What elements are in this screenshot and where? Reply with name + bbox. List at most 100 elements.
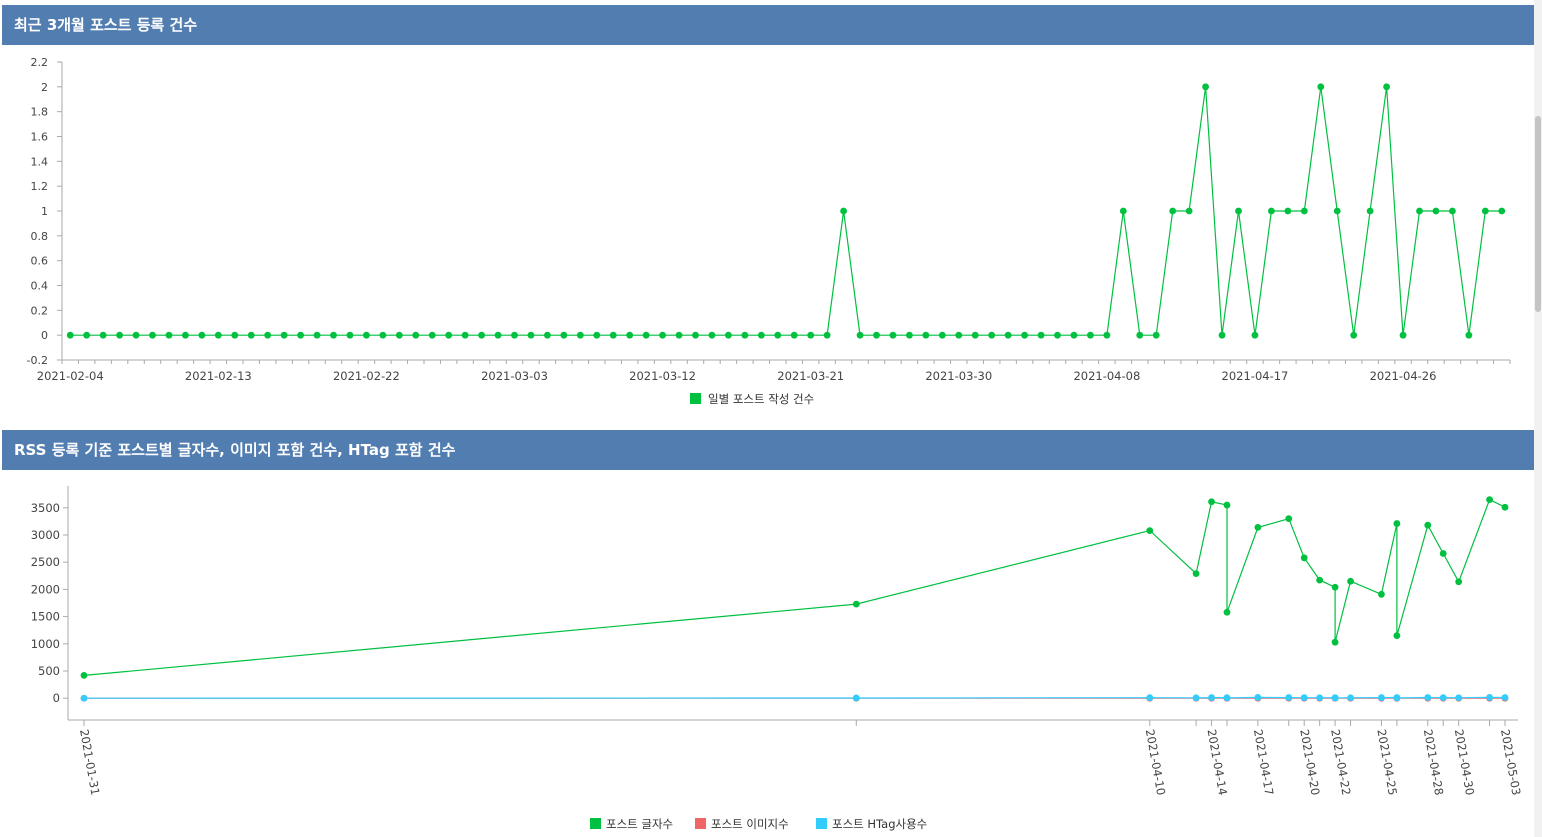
data-point	[1501, 694, 1509, 701]
y-tick-label: 500	[38, 664, 60, 678]
data-point	[1119, 207, 1127, 215]
data-point	[1378, 590, 1385, 598]
data-point	[1316, 694, 1324, 702]
x-tick-label: 2021-03-12	[629, 369, 696, 383]
data-point	[1223, 694, 1231, 702]
data-point	[1432, 207, 1440, 215]
data-point	[692, 331, 699, 339]
data-point	[1087, 331, 1094, 339]
daily-post-count-chart: -0.2 0 0.2 0.4 0.6 0.8 1 1.2 1.4 1.6 1.8 2 2.2 2021-0…	[27, 56, 1511, 406]
data-point	[626, 331, 634, 339]
data-point	[1146, 694, 1154, 702]
data-point	[231, 331, 239, 339]
legend-label-0: 포스트 글자수	[606, 817, 673, 831]
x-tick-label: 2021-03-21	[777, 369, 844, 383]
y-tick-label: 3500	[31, 501, 60, 515]
data-point	[955, 331, 963, 339]
data-point	[1378, 694, 1385, 701]
series-line-daily-posts	[70, 86, 1502, 336]
data-point	[1439, 550, 1447, 557]
x-tick-label: 2021-04-25	[1374, 728, 1399, 796]
data-point	[807, 331, 815, 339]
data-point	[1498, 207, 1506, 215]
data-point	[560, 331, 568, 339]
data-point	[99, 331, 107, 339]
data-point	[1347, 694, 1354, 702]
data-point	[478, 331, 485, 339]
x-tick-label: 2021-04-22	[1328, 728, 1353, 796]
legend-swatch-1	[695, 818, 706, 829]
data-point	[971, 331, 979, 339]
panel-2-title: RSS 등록 기준 포스트별 글자수, 이미지 포함 건수, HTag 포함 건…	[2, 430, 1534, 470]
data-point	[1202, 83, 1209, 91]
data-point	[1285, 515, 1293, 523]
data-point	[593, 331, 601, 339]
data-point	[1235, 207, 1242, 215]
data-point	[938, 331, 946, 339]
y-tick-label: 1500	[31, 610, 60, 624]
legend-swatch-daily-posts	[690, 393, 701, 404]
data-point	[379, 331, 387, 339]
y-tick-label: 0.4	[31, 280, 49, 293]
panel-1-title: 최근 3개월 포스트 등록 건수	[2, 5, 1534, 45]
data-point	[1208, 498, 1215, 506]
data-point	[1331, 638, 1339, 646]
data-point	[1070, 331, 1078, 339]
x-tick-label: 2021-04-20	[1297, 728, 1322, 796]
data-point	[1424, 521, 1432, 529]
y-tick-label: 1	[41, 205, 48, 218]
scrollbar-thumb[interactable]	[1535, 116, 1541, 312]
data-point	[330, 331, 337, 339]
x-tick-label: 2021-04-17	[1251, 728, 1276, 796]
x-tick-label: 2021-04-10	[1143, 728, 1168, 796]
data-point	[988, 331, 996, 339]
data-point	[264, 331, 272, 339]
y-tick-label: 1.8	[31, 106, 49, 119]
data-point	[1455, 694, 1463, 702]
y-tick-label: 1.4	[31, 155, 49, 168]
data-point	[80, 694, 88, 702]
data-point	[906, 331, 913, 339]
data-point	[313, 331, 321, 339]
data-point	[1300, 207, 1308, 215]
data-point	[1331, 583, 1339, 591]
data-point	[642, 331, 650, 339]
data-point	[1004, 331, 1012, 339]
x-tick-label: 2021-04-28	[1421, 728, 1446, 796]
data-point	[1185, 207, 1193, 215]
data-point	[1383, 83, 1390, 91]
data-point	[1393, 694, 1401, 702]
y-tick-label: 0.6	[31, 255, 49, 268]
legend-label-daily-posts: 일별 포스트 작성 건수	[708, 392, 814, 406]
data-point	[1350, 331, 1358, 339]
y-tick-label: 1.6	[31, 131, 49, 144]
data-point	[1251, 331, 1259, 339]
data-point	[774, 331, 782, 339]
data-point	[1285, 694, 1293, 701]
data-point	[1054, 331, 1061, 339]
data-point	[1254, 694, 1262, 701]
x-tick-label: 2021-02-04	[37, 369, 104, 383]
data-point	[1254, 523, 1262, 531]
data-point	[149, 331, 156, 339]
data-point	[659, 331, 666, 339]
y-tick-label: 2	[41, 81, 48, 94]
data-point	[790, 331, 798, 339]
data-point	[83, 331, 91, 339]
vertical-scrollbar[interactable]	[1534, 0, 1542, 837]
y-tick-label: 0	[41, 329, 48, 342]
data-point	[544, 331, 551, 339]
x-tick-label: 2021-01-31	[77, 728, 102, 796]
data-point	[1439, 694, 1447, 702]
data-point	[1416, 207, 1423, 215]
data-point	[1449, 207, 1456, 215]
data-point	[922, 331, 930, 339]
data-point	[609, 331, 617, 339]
data-point	[1192, 570, 1200, 578]
data-point	[840, 207, 847, 215]
x-tick-label: 2021-04-08	[1073, 369, 1140, 383]
data-point	[445, 331, 453, 339]
y-tick-label: 2.2	[31, 56, 49, 69]
data-point	[1331, 694, 1339, 702]
data-point	[346, 331, 354, 339]
